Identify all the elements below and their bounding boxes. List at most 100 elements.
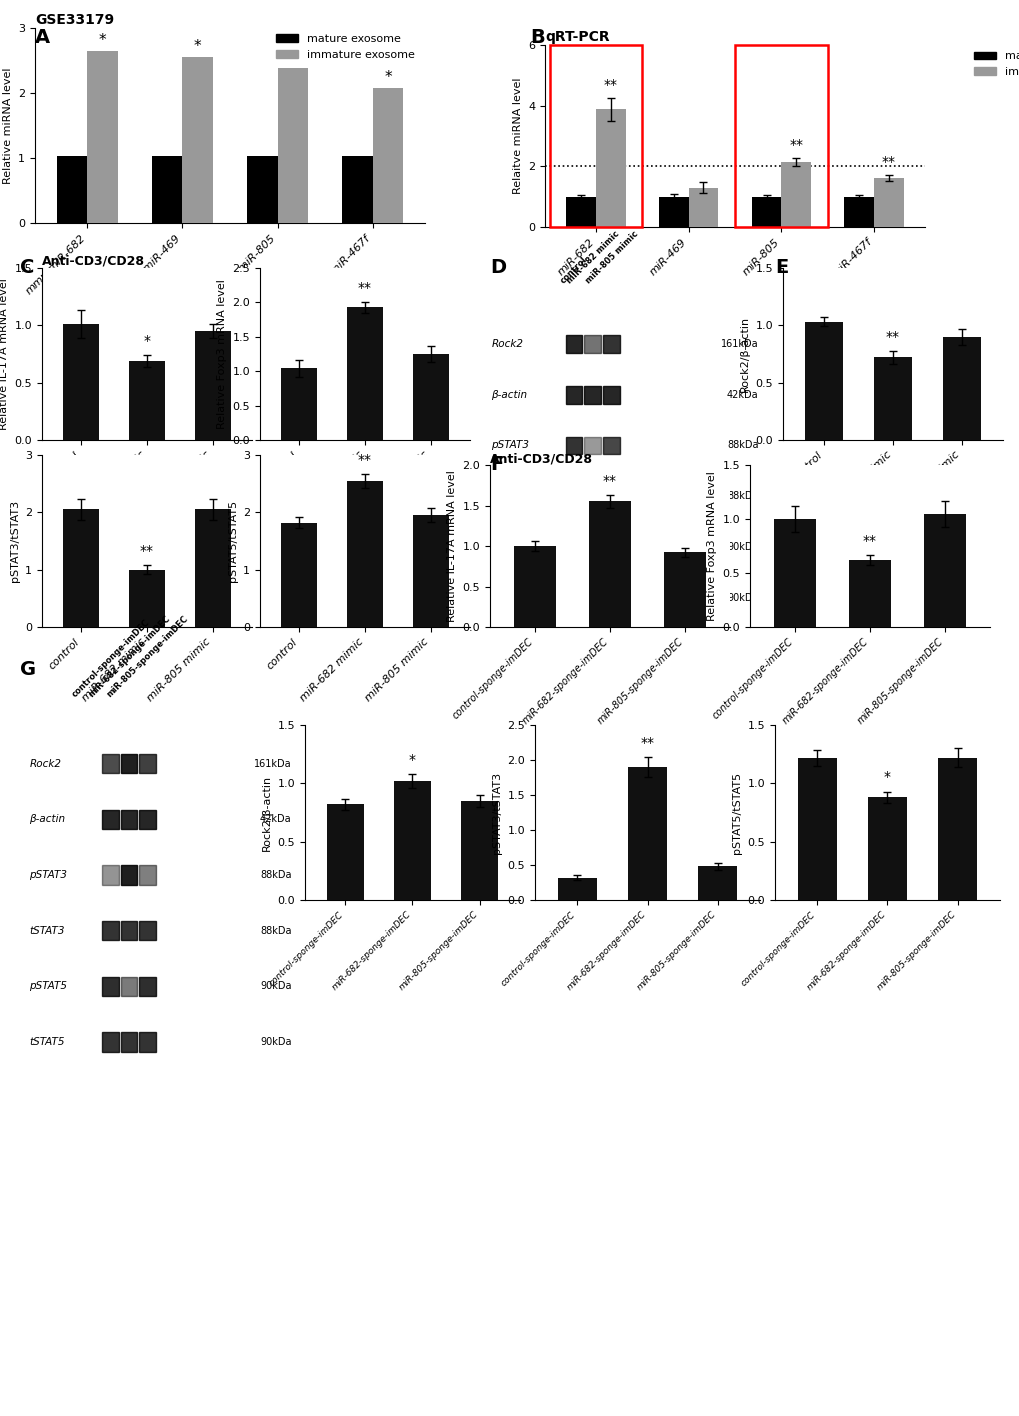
Bar (102, 920, 118, 940)
Bar (584, 538, 600, 556)
Bar (120, 865, 137, 885)
Text: miR-682-sponge-imDEC: miR-682-sponge-imDEC (87, 615, 171, 700)
Bar (603, 589, 620, 606)
Y-axis label: Relaitve miRNA level: Relaitve miRNA level (513, 78, 522, 194)
Bar (88, 51, 117, 222)
Text: qRT-PCR: qRT-PCR (544, 30, 609, 44)
Text: **: ** (602, 474, 616, 489)
Bar (566, 436, 582, 455)
Text: G: G (20, 660, 36, 680)
Text: 88kDa: 88kDa (727, 491, 758, 501)
Y-axis label: Relative miRNA level: Relative miRNA level (3, 67, 12, 184)
Text: pSTAT5: pSTAT5 (491, 542, 529, 552)
Text: **: ** (886, 330, 899, 344)
Bar (102, 1032, 118, 1052)
Text: *: * (883, 770, 891, 784)
Bar (942, 337, 979, 440)
Bar (128, 361, 165, 440)
Bar (120, 977, 137, 997)
Bar (549, 45, 642, 227)
Bar (412, 354, 448, 440)
Text: tSTAT5: tSTAT5 (491, 593, 527, 603)
Text: tSTAT5: tSTAT5 (30, 1037, 65, 1048)
Y-axis label: pSTAT3/tSTAT3: pSTAT3/tSTAT3 (491, 772, 501, 854)
Text: 161kDa: 161kDa (254, 759, 291, 769)
Text: *: * (99, 33, 106, 48)
Bar (102, 865, 118, 885)
Bar (584, 589, 600, 606)
Text: *: * (384, 69, 391, 85)
Text: F: F (489, 455, 502, 474)
Bar (346, 481, 383, 627)
Text: **: ** (603, 78, 618, 92)
Bar (628, 767, 666, 901)
Text: **: ** (358, 453, 372, 467)
Text: GSE33179: GSE33179 (35, 13, 114, 27)
Bar (195, 331, 230, 440)
Text: 90kDa: 90kDa (727, 542, 758, 552)
Bar (514, 547, 555, 627)
Text: **: ** (358, 280, 372, 295)
Bar (120, 1032, 137, 1052)
Bar (195, 510, 230, 627)
Legend: mature exosome, immature exosome: mature exosome, immature exosome (968, 47, 1019, 81)
Text: pSTAT5: pSTAT5 (30, 981, 67, 991)
Bar (603, 387, 620, 404)
Bar (698, 867, 737, 901)
Bar (566, 336, 582, 353)
Bar (412, 515, 448, 627)
Bar (663, 552, 705, 627)
Bar (751, 197, 781, 227)
Text: Rock2: Rock2 (491, 338, 523, 350)
Bar (566, 487, 582, 506)
Text: B: B (530, 28, 544, 47)
Text: 42kDa: 42kDa (260, 814, 291, 824)
Bar (102, 810, 118, 828)
Text: C: C (20, 258, 35, 278)
Bar (140, 753, 156, 773)
Bar (393, 782, 431, 901)
Y-axis label: pSTAT5/tSTAT5: pSTAT5/tSTAT5 (732, 772, 742, 854)
Bar (873, 178, 903, 227)
Text: E: E (774, 258, 788, 278)
Bar (102, 977, 118, 997)
Bar (281, 523, 317, 627)
Text: Anti-CD3/CD28: Anti-CD3/CD28 (42, 255, 145, 268)
Bar (63, 324, 99, 440)
Text: pSTAT3: pSTAT3 (491, 440, 529, 450)
Text: miR-805-sponge-imDEC: miR-805-sponge-imDEC (105, 615, 190, 700)
Bar (688, 187, 717, 227)
Bar (120, 920, 137, 940)
Text: Rock2: Rock2 (30, 759, 61, 769)
Text: **: ** (881, 156, 895, 170)
Bar (566, 387, 582, 404)
Bar (603, 487, 620, 506)
Bar (805, 321, 843, 440)
Y-axis label: Relative Foxp3 mRNA level: Relative Foxp3 mRNA level (706, 472, 716, 622)
Bar (867, 797, 906, 901)
Bar (140, 810, 156, 828)
Text: *: * (409, 753, 416, 767)
Bar (873, 357, 911, 440)
Text: tSTAT3: tSTAT3 (30, 926, 65, 936)
Bar (584, 436, 600, 455)
Bar (735, 45, 826, 227)
Bar (140, 977, 156, 997)
Bar (461, 801, 497, 901)
Bar (342, 156, 372, 222)
Text: miR-805 mimic: miR-805 mimic (583, 229, 639, 286)
Bar (849, 561, 890, 627)
Bar (128, 569, 165, 627)
Text: control-sponge-imDEC: control-sponge-imDEC (69, 619, 151, 700)
Y-axis label: Relative IL-17A mRNA level: Relative IL-17A mRNA level (446, 470, 457, 622)
Bar (277, 68, 308, 222)
Bar (346, 307, 383, 440)
Bar (57, 156, 88, 222)
Bar (595, 109, 625, 227)
Bar (281, 368, 317, 440)
Bar (603, 538, 620, 556)
Y-axis label: Rock2/β-actin: Rock2/β-actin (262, 775, 272, 851)
Bar (658, 197, 688, 227)
Bar (937, 758, 976, 901)
Bar (247, 156, 277, 222)
